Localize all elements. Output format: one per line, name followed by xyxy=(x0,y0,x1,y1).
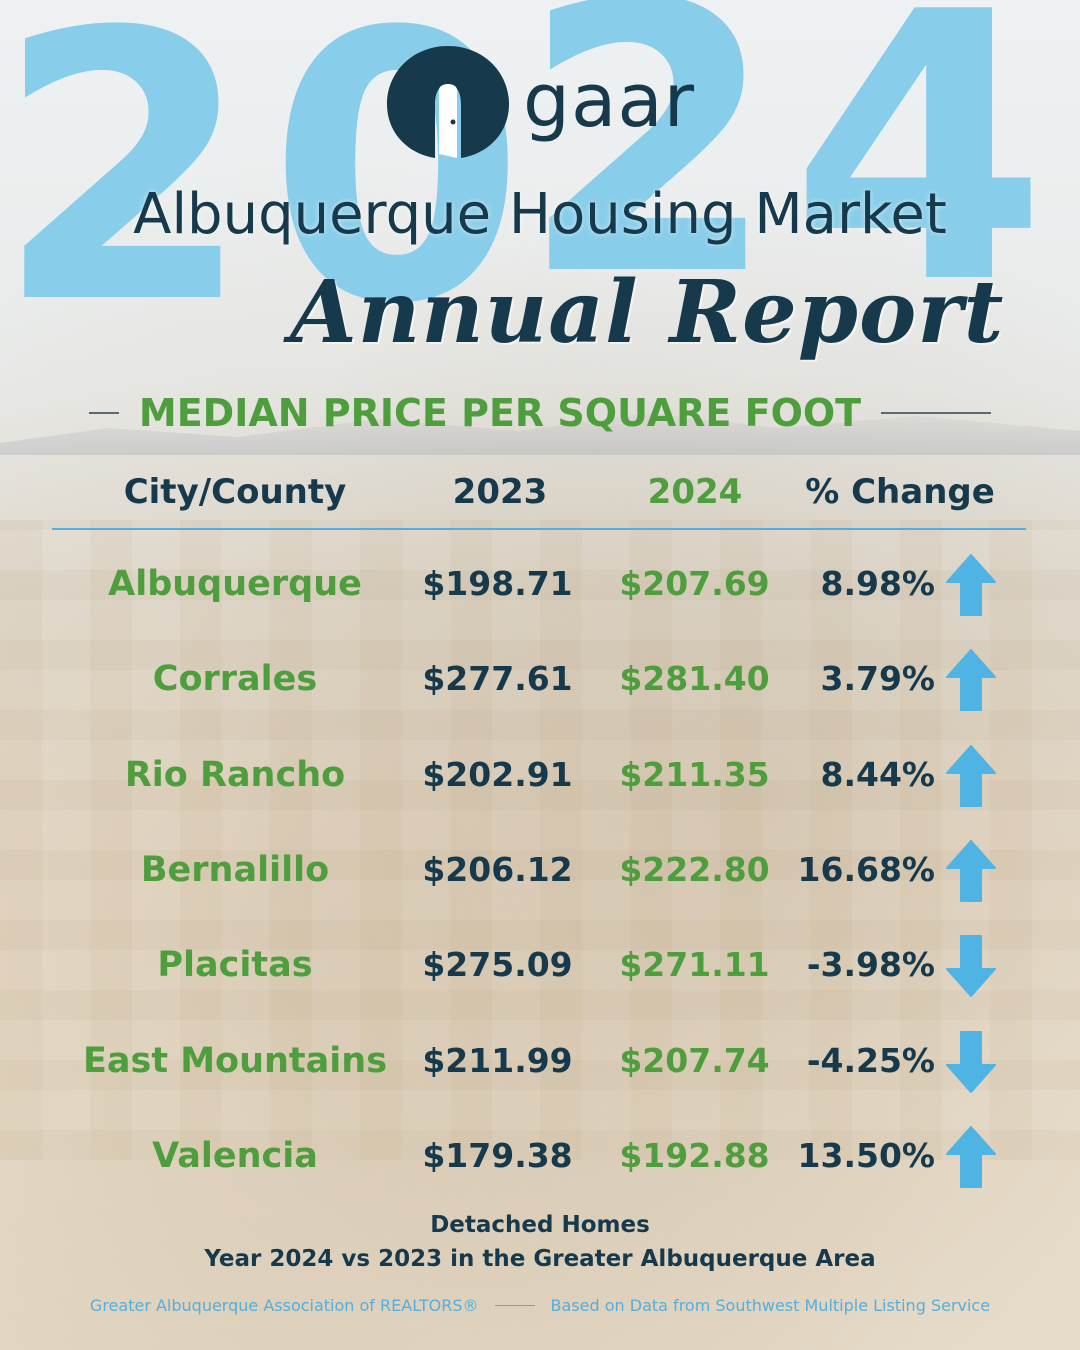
year-digit-3: 2 xyxy=(520,0,778,357)
section-rule-right xyxy=(881,412,992,414)
section-heading: MEDIAN PRICE PER SQUARE FOOT xyxy=(0,388,1080,438)
table-row: Corrales $277.61 $281.40 3.79% xyxy=(0,639,1080,719)
percent-change: 8.98% xyxy=(820,564,936,603)
city-name: Valencia xyxy=(152,1135,318,1176)
percent-change: 13.50% xyxy=(797,1135,935,1175)
price-2023: $211.99 xyxy=(422,1040,573,1080)
header-divider xyxy=(52,528,1026,530)
percent-change: 8.44% xyxy=(820,754,936,794)
price-2024: $207.69 xyxy=(619,564,770,603)
percent-change: -4.25% xyxy=(806,1040,935,1080)
section-title: MEDIAN PRICE PER SQUARE FOOT xyxy=(138,391,862,435)
column-header-2023: 2023 xyxy=(452,472,548,512)
arrow-up-icon xyxy=(946,1125,996,1188)
percent-change: -3.98% xyxy=(806,945,935,985)
year-digit-1: 2 xyxy=(0,0,253,385)
neighborhood-backdrop xyxy=(0,520,1080,1160)
report-subtitle: Annual Report xyxy=(290,262,1005,363)
price-2023: $198.71 xyxy=(422,564,573,603)
price-2024: $281.40 xyxy=(619,659,770,699)
table-row: Rio Rancho $202.91 $211.35 8.44% xyxy=(0,735,1080,815)
arrow-up-icon xyxy=(946,839,996,902)
price-2024: $192.88 xyxy=(619,1135,770,1175)
table-row: Placitas $275.09 $271.11 -3.98% xyxy=(0,925,1080,1005)
percent-change: 16.68% xyxy=(797,849,935,889)
percent-change: 3.79% xyxy=(820,659,936,699)
section-rule-left xyxy=(88,412,119,414)
table-row: Bernalillo $206.12 $222.80 16.68% xyxy=(0,830,1080,910)
table-row: Albuquerque $198.71 $207.69 8.98% xyxy=(0,544,1080,624)
city-name: Corrales xyxy=(152,659,318,700)
footnote-period: Year 2024 vs 2023 in the Greater Albuque… xyxy=(204,1246,876,1272)
city-name: Rio Rancho xyxy=(124,754,346,795)
arrow-down-icon xyxy=(946,935,996,998)
arrow-up-icon xyxy=(946,649,996,712)
column-header-change: % Change xyxy=(805,472,995,512)
price-2024: $207.74 xyxy=(619,1040,770,1080)
price-2024: $271.11 xyxy=(619,945,770,985)
report-title: Albuquerque Housing Market xyxy=(133,182,947,247)
city-name: Albuquerque xyxy=(108,564,362,604)
column-header-city: City/County xyxy=(123,472,347,512)
city-name: Placitas xyxy=(157,945,313,986)
price-2024: $222.80 xyxy=(619,849,770,889)
credits: Greater Albuquerque Association of REALT… xyxy=(0,1290,1080,1320)
price-2023: $179.38 xyxy=(422,1135,573,1175)
price-2023: $206.12 xyxy=(422,849,573,889)
price-2023: $202.91 xyxy=(422,754,573,794)
credit-data-source: Based on Data from Southwest Multiple Li… xyxy=(550,1295,991,1315)
credit-association: Greater Albuquerque Association of REALT… xyxy=(89,1295,479,1315)
arrow-down-icon xyxy=(946,1030,996,1093)
gaar-logo: gaar xyxy=(383,42,703,162)
column-header-2024: 2024 xyxy=(647,472,743,512)
footnote-homes: Detached Homes xyxy=(430,1212,650,1238)
price-2023: $275.09 xyxy=(422,945,573,985)
city-name: Bernalillo xyxy=(140,849,330,890)
door-keyhole-icon xyxy=(387,46,509,158)
price-2023: $277.61 xyxy=(422,659,573,699)
price-2024: $211.35 xyxy=(619,754,770,794)
city-name: East Mountains xyxy=(82,1040,388,1081)
year-digit-4: 4 xyxy=(790,0,1048,365)
logo-wordmark: gaar xyxy=(523,58,696,144)
arrow-up-icon xyxy=(946,744,996,807)
credit-divider xyxy=(494,1304,535,1306)
table-row: East Mountains $211.99 $207.74 -4.25% xyxy=(0,1021,1080,1101)
arrow-up-icon xyxy=(946,554,996,616)
table-row: Valencia $179.38 $192.88 13.50% xyxy=(0,1116,1080,1196)
